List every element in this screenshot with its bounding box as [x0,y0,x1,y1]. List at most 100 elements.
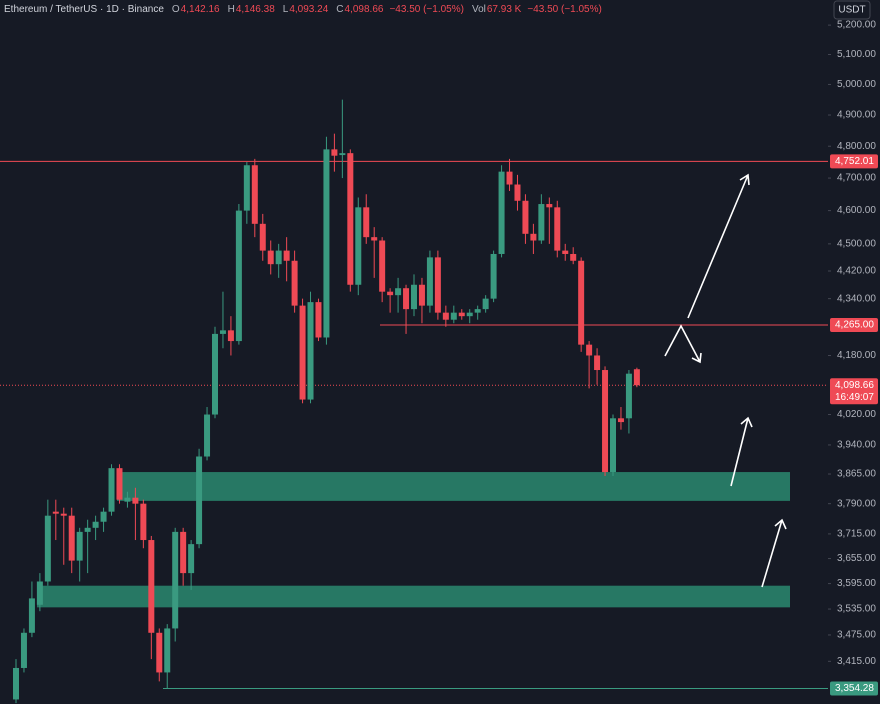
level-label: 4,752.01 [835,156,874,167]
candle-body [52,511,59,514]
levels [0,160,828,689]
arrow [761,518,787,588]
candle-body [418,284,425,306]
y-tick-label: 4,600.00 [837,205,876,216]
candle-body [116,468,123,500]
candle-body [108,468,115,512]
zones [37,472,790,608]
level-label: 4,265.00 [835,320,874,331]
title: Ethereum / TetherUS · 1D · Binance [4,4,164,15]
candle-body [578,260,585,345]
candle-body [363,207,370,238]
candle-body [586,344,593,356]
candle-body [323,149,330,338]
y-tick-label: 5,200.00 [837,20,876,31]
candle-body [442,312,449,320]
candle-body [530,233,537,241]
candle-body [227,330,234,342]
y-tick-label: 3,715.00 [837,529,876,540]
candle-body [633,369,640,386]
candle-body [554,207,561,251]
candle-body [522,200,529,234]
header-value: −43.50 (−1.05%) [527,4,602,15]
candle-body [426,257,433,306]
arrows [664,173,787,588]
header-key: H [228,4,235,15]
candle-body [36,581,43,605]
header-value: 4,098.66 [345,4,384,15]
candle-body [196,456,203,545]
header-value: 4,093.24 [289,4,328,15]
candle-body [450,312,457,320]
candle-body [84,527,91,532]
currency-box [833,0,871,20]
candles [13,99,640,704]
candle-body [602,370,609,473]
y-tick-label: 5,000.00 [837,79,876,90]
level-tag [830,681,878,696]
level-label: 3,354.28 [835,683,874,694]
candle-body [610,418,616,473]
arrow [730,416,753,487]
candle-body [235,210,242,342]
candle-body [395,288,402,296]
candle-body [625,373,632,419]
y-tick-label: 3,475.00 [837,630,876,641]
y-tick-label: 4,020.00 [837,409,876,420]
candle-body [514,184,521,201]
candle-body [156,632,163,673]
candle-body [411,284,417,310]
header-value: −43.50 (−1.05%) [389,4,464,15]
candle-body [204,414,211,457]
currency: USDT [838,5,865,16]
y-tick-label: 3,595.00 [837,578,876,589]
candle-body [490,253,497,299]
y-tick-label: 4,180.00 [837,350,876,361]
candle-body [243,165,250,211]
candle-body [538,204,545,241]
y-tick-label: 4,420.00 [837,266,876,277]
candle-body [506,171,513,185]
y-tick-label: 3,535.00 [837,604,876,615]
level-tag [830,378,878,405]
candle-body [180,531,187,574]
candle-body [259,223,266,251]
y-tick-label: 3,790.00 [837,498,876,509]
candle-body [458,312,465,317]
candle-body [219,330,226,334]
candle-body [13,667,19,700]
arrow [664,324,702,364]
candle-body [474,309,481,313]
candle-body [60,513,67,516]
candle-body [347,153,354,285]
candle-body [299,305,306,400]
zone [117,472,790,501]
candle-body [403,288,410,310]
candle-body [76,531,83,561]
candle-body [172,531,179,629]
candle-body [331,149,338,156]
header-value: 4,142.16 [181,4,220,15]
header-key: L [283,4,289,15]
candle-body [466,312,473,317]
candle-body [28,598,35,633]
candle-body [148,540,155,633]
zone [37,585,790,608]
y-tick-label: 4,500.00 [837,239,876,250]
arrow [687,173,750,319]
candle-body [124,497,131,502]
candle-body [140,503,147,541]
y-tick-label: 4,900.00 [837,110,876,121]
level-tag [830,154,878,169]
candle-body [212,333,218,415]
y-tick-label: 3,865.00 [837,469,876,480]
candle-body [132,497,139,504]
candle-body [307,302,314,400]
y-axis: 5,200.00 5,100.00 5,000.00 4,900.00 4,800.00… [828,20,878,696]
candle-body [267,250,274,265]
candle-body [617,418,624,423]
y-tick-label: 3,940.00 [837,440,876,451]
y-tick-label: 4,340.00 [837,293,876,304]
candle-body [188,544,195,574]
